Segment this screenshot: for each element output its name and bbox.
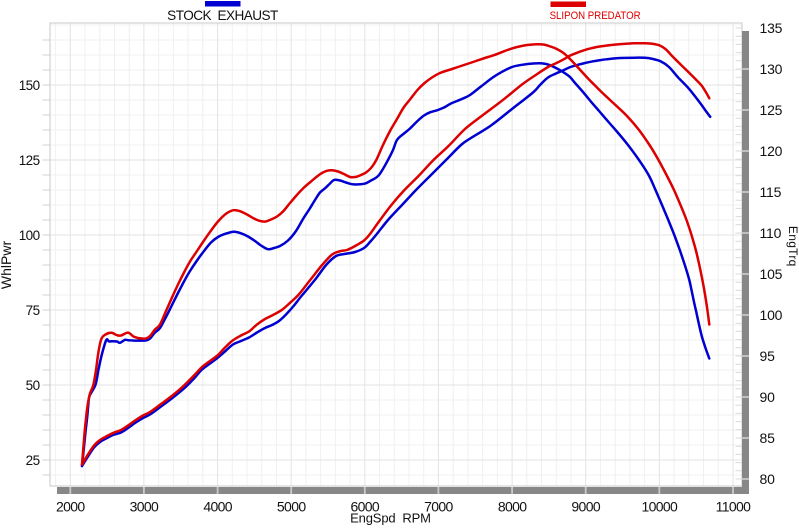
svg-text:95: 95 bbox=[760, 348, 776, 364]
svg-text:WhlPwr: WhlPwr bbox=[0, 241, 14, 290]
svg-text:115: 115 bbox=[760, 184, 782, 200]
svg-text:4000: 4000 bbox=[203, 499, 232, 515]
svg-text:80: 80 bbox=[760, 471, 776, 487]
svg-text:110: 110 bbox=[760, 225, 782, 241]
svg-text:125: 125 bbox=[760, 102, 783, 118]
svg-text:7000: 7000 bbox=[424, 499, 453, 515]
svg-text:150: 150 bbox=[19, 78, 40, 93]
svg-text:2000: 2000 bbox=[56, 499, 85, 515]
svg-text:STOCK EXHAUST: STOCK EXHAUST bbox=[167, 8, 278, 23]
svg-text:11000: 11000 bbox=[716, 499, 752, 515]
svg-text:105: 105 bbox=[760, 266, 783, 282]
svg-text:100: 100 bbox=[760, 307, 783, 323]
svg-text:125: 125 bbox=[19, 153, 40, 168]
svg-text:90: 90 bbox=[760, 389, 776, 405]
svg-text:5000: 5000 bbox=[277, 499, 306, 515]
svg-text:10000: 10000 bbox=[641, 499, 678, 515]
svg-text:6000: 6000 bbox=[351, 499, 380, 515]
svg-text:EngTrq: EngTrq bbox=[786, 226, 799, 267]
svg-text:25: 25 bbox=[26, 453, 40, 468]
svg-text:9000: 9000 bbox=[571, 499, 600, 515]
svg-text:130: 130 bbox=[760, 61, 783, 77]
svg-text:SLIPON PREDATOR: SLIPON PREDATOR bbox=[550, 10, 641, 22]
svg-text:3000: 3000 bbox=[130, 499, 159, 515]
svg-text:8000: 8000 bbox=[498, 499, 527, 515]
svg-text:85: 85 bbox=[760, 430, 776, 446]
svg-text:135: 135 bbox=[760, 20, 783, 36]
svg-text:75: 75 bbox=[26, 303, 40, 318]
svg-text:100: 100 bbox=[19, 228, 40, 243]
svg-text:50: 50 bbox=[26, 378, 40, 393]
svg-text:120: 120 bbox=[760, 143, 783, 159]
svg-text:EngSpd RPM: EngSpd RPM bbox=[350, 511, 431, 526]
